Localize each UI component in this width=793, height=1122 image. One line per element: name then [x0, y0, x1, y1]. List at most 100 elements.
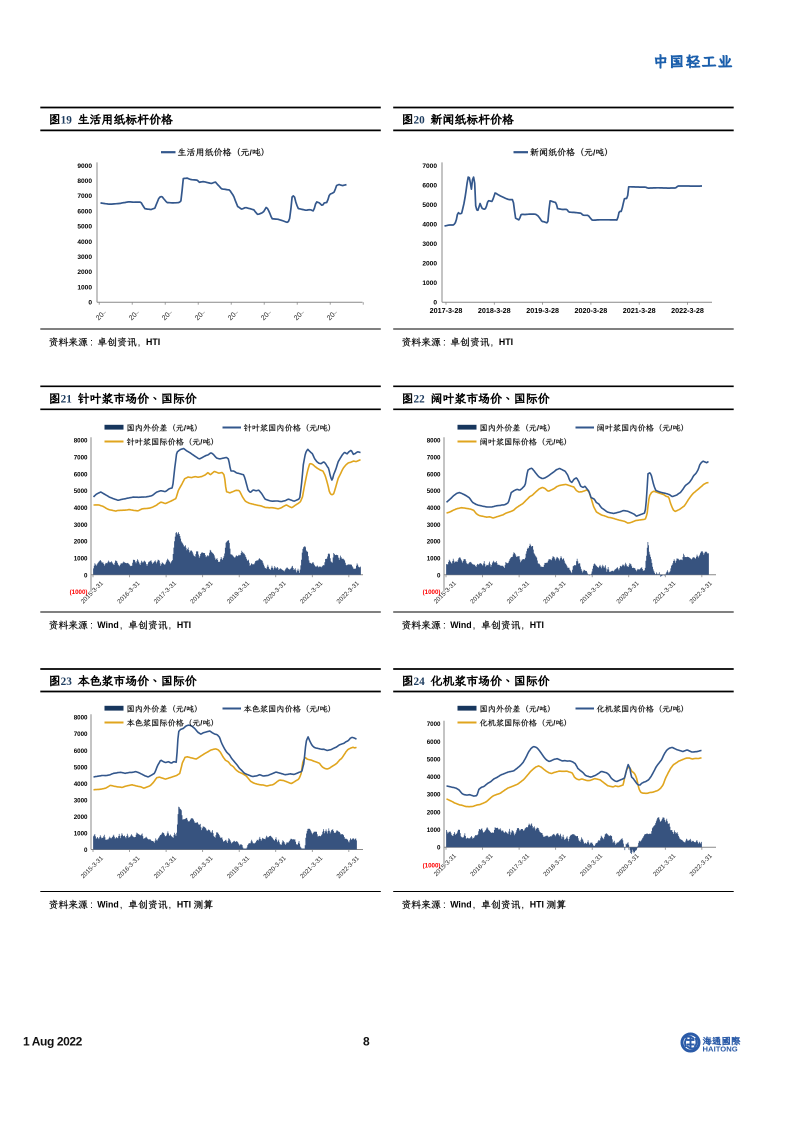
svg-text:3000: 3000	[427, 522, 441, 529]
svg-text:3000: 3000	[427, 792, 441, 799]
svg-text:6000: 6000	[422, 182, 437, 189]
svg-text:1000: 1000	[427, 556, 441, 563]
svg-text:/: /	[553, 719, 556, 728]
svg-text::: :	[90, 338, 93, 349]
svg-text:7000: 7000	[74, 454, 88, 461]
svg-text:2000: 2000	[427, 539, 441, 546]
svg-text:/: /	[184, 424, 187, 433]
svg-text:7000: 7000	[74, 731, 88, 738]
svg-text:7000: 7000	[427, 454, 441, 461]
svg-text:(1000): (1000)	[423, 589, 441, 596]
svg-text:Wind: Wind	[450, 620, 471, 630]
svg-text::: :	[443, 338, 446, 349]
svg-text:8000: 8000	[77, 178, 92, 185]
svg-text:4000: 4000	[427, 505, 441, 512]
svg-text:1000: 1000	[427, 827, 441, 834]
svg-text:HTI: HTI	[177, 900, 191, 910]
svg-text:,: ,	[473, 900, 476, 911]
svg-text:/: /	[593, 148, 596, 157]
svg-text:4000: 4000	[427, 774, 441, 781]
svg-text:/: /	[670, 424, 673, 433]
svg-text:Wind: Wind	[450, 900, 471, 910]
svg-text:2020-3-28: 2020-3-28	[575, 306, 608, 315]
svg-text:2018-3-28: 2018-3-28	[478, 306, 511, 315]
svg-text:,: ,	[521, 900, 524, 911]
svg-text:,: ,	[521, 621, 524, 632]
svg-text:9000: 9000	[77, 163, 92, 170]
svg-text:5000: 5000	[74, 488, 88, 495]
svg-text:1000: 1000	[77, 284, 92, 291]
svg-text:19: 19	[61, 115, 73, 127]
svg-text::: :	[90, 621, 93, 632]
svg-text:/: /	[537, 424, 540, 433]
svg-text:4000: 4000	[74, 781, 88, 788]
svg-text:0: 0	[433, 300, 437, 307]
svg-text:/: /	[184, 705, 187, 714]
svg-text:7000: 7000	[77, 193, 92, 200]
svg-text:2000: 2000	[422, 261, 437, 268]
svg-text:HTI: HTI	[530, 900, 544, 910]
svg-text::: :	[443, 621, 446, 632]
svg-text:,: ,	[138, 338, 141, 349]
svg-text:/: /	[200, 438, 203, 447]
svg-text:5000: 5000	[427, 756, 441, 763]
svg-text:3000: 3000	[422, 241, 437, 248]
svg-text:7000: 7000	[427, 721, 441, 728]
svg-text:6000: 6000	[427, 739, 441, 746]
svg-text:2000: 2000	[74, 539, 88, 546]
svg-text:4000: 4000	[74, 505, 88, 512]
svg-text:5000: 5000	[422, 202, 437, 209]
svg-text:8: 8	[363, 1035, 370, 1049]
svg-text:,: ,	[491, 338, 494, 349]
svg-text:0: 0	[437, 845, 441, 852]
svg-text:HTI: HTI	[177, 620, 191, 630]
svg-text:Wind: Wind	[97, 900, 118, 910]
svg-text:6000: 6000	[427, 471, 441, 478]
svg-text:0: 0	[84, 847, 88, 854]
svg-text:5000: 5000	[427, 488, 441, 495]
svg-text:,: ,	[120, 621, 123, 632]
svg-text:1000: 1000	[74, 556, 88, 563]
svg-text:2000: 2000	[77, 269, 92, 276]
svg-text:/: /	[670, 705, 673, 714]
svg-text:,: ,	[120, 900, 123, 911]
svg-text:,: ,	[169, 621, 172, 632]
svg-text:0: 0	[437, 572, 441, 579]
svg-text:,: ,	[169, 900, 172, 911]
svg-text:HTI: HTI	[530, 620, 544, 630]
svg-text:7000: 7000	[422, 163, 437, 170]
svg-text:HAITONG: HAITONG	[703, 1045, 738, 1054]
svg-text::: :	[90, 900, 93, 911]
svg-text:8000: 8000	[427, 438, 441, 445]
svg-text:/: /	[317, 424, 320, 433]
svg-text:4000: 4000	[422, 222, 437, 229]
svg-text:8000: 8000	[74, 438, 88, 445]
svg-text:2022-3-28: 2022-3-28	[671, 306, 704, 315]
svg-text:4000: 4000	[77, 239, 92, 246]
svg-text:HTI: HTI	[146, 337, 160, 347]
svg-text:20: 20	[414, 115, 426, 127]
svg-text:8000: 8000	[74, 715, 88, 722]
svg-text:/: /	[250, 148, 253, 157]
svg-text:/: /	[537, 705, 540, 714]
svg-text:3000: 3000	[77, 254, 92, 261]
svg-text:2000: 2000	[74, 814, 88, 821]
svg-text:1000: 1000	[422, 280, 437, 287]
svg-text:21: 21	[61, 394, 73, 406]
svg-text:(1000): (1000)	[70, 589, 88, 596]
svg-text:2017-3-28: 2017-3-28	[430, 306, 463, 315]
svg-text:1 Aug 2022: 1 Aug 2022	[23, 1035, 83, 1049]
svg-text:6000: 6000	[77, 208, 92, 215]
svg-text:,: ,	[473, 621, 476, 632]
svg-text:2000: 2000	[427, 809, 441, 816]
svg-text:6000: 6000	[74, 748, 88, 755]
svg-text:Wind: Wind	[97, 620, 118, 630]
svg-text:24: 24	[414, 676, 426, 688]
svg-text::: :	[443, 900, 446, 911]
svg-text:2021-3-28: 2021-3-28	[623, 306, 656, 315]
svg-text:/: /	[317, 705, 320, 714]
svg-text:(1000): (1000)	[423, 862, 441, 869]
svg-text:3000: 3000	[74, 522, 88, 529]
svg-text:HTI: HTI	[499, 337, 513, 347]
svg-text:5000: 5000	[74, 764, 88, 771]
